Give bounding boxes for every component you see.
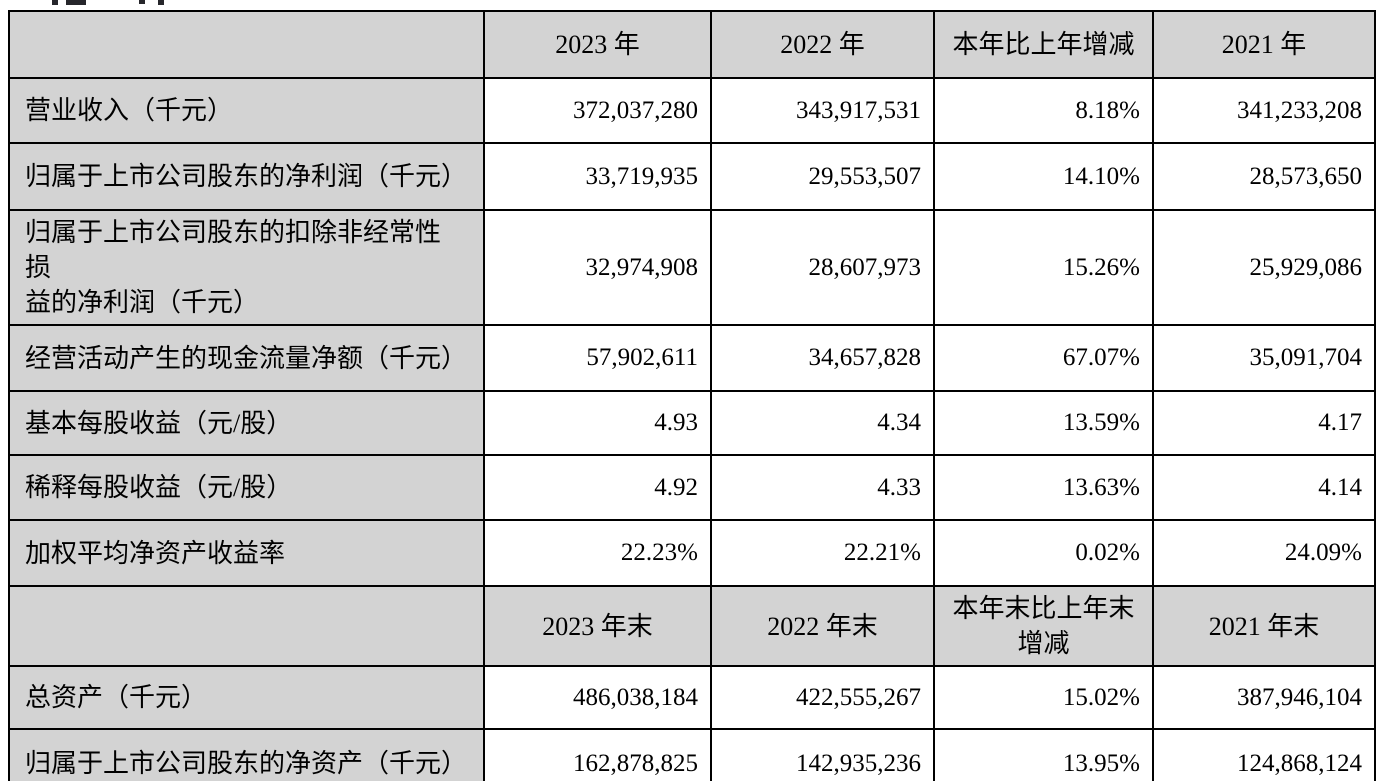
cell-change: 13.95% xyxy=(933,728,1154,781)
cell-2023: 32,974,908 xyxy=(483,208,712,327)
clipped-text-remnant xyxy=(0,0,1391,7)
cell-change: 13.63% xyxy=(933,454,1154,522)
cell-change: 13.59% xyxy=(933,390,1154,457)
cell-change: 14.10% xyxy=(933,142,1154,211)
table-row-net-profit-excl-nonrecurring: 归属于上市公司股东的扣除非经常性损 益的净利润（千元） 32,974,908 2… xyxy=(8,208,1376,327)
cell-2022: 142,935,236 xyxy=(710,728,935,781)
eoy-header-change: 本年末比上年末 增减 xyxy=(933,585,1154,668)
cell-2021: 124,868,124 xyxy=(1152,728,1376,781)
cell-change: 8.18% xyxy=(933,77,1154,144)
cell-2021: 387,946,104 xyxy=(1152,665,1376,731)
cell-2023: 162,878,825 xyxy=(483,728,712,781)
table-row-net-assets: 归属于上市公司股东的净资产（千元） 162,878,825 142,935,23… xyxy=(8,728,1376,781)
cell-2021: 24.09% xyxy=(1152,519,1376,588)
cell-2022: 343,917,531 xyxy=(710,77,935,144)
row-label: 加权平均净资产收益率 xyxy=(8,519,485,588)
cell-change: 15.02% xyxy=(933,665,1154,731)
row-label: 总资产（千元） xyxy=(8,665,485,731)
annual-header-row: 2023 年 2022 年 本年比上年增减 2021 年 xyxy=(8,10,1376,79)
eoy-header-row: 2023 年末 2022 年末 本年末比上年末 增减 2021 年末 xyxy=(8,585,1376,668)
annual-header-2023: 2023 年 xyxy=(483,10,712,79)
cell-2021: 35,091,704 xyxy=(1152,324,1376,393)
row-label: 经营活动产生的现金流量净额（千元） xyxy=(8,324,485,393)
table-row-net-profit: 归属于上市公司股东的净利润（千元） 33,719,935 29,553,507 … xyxy=(8,142,1376,211)
cell-2023: 486,038,184 xyxy=(483,665,712,731)
eoy-header-2021: 2021 年末 xyxy=(1152,585,1376,668)
cell-2023: 57,902,611 xyxy=(483,324,712,393)
table-row-operating-cash-flow: 经营活动产生的现金流量净额（千元） 57,902,611 34,657,828 … xyxy=(8,324,1376,393)
cell-2022: 28,607,973 xyxy=(710,208,935,327)
table-row-basic-eps: 基本每股收益（元/股） 4.93 4.34 13.59% 4.17 xyxy=(8,390,1376,457)
cell-2021: 341,233,208 xyxy=(1152,77,1376,144)
cell-2023: 33,719,935 xyxy=(483,142,712,211)
annual-header-2022: 2022 年 xyxy=(710,10,935,79)
cell-2021: 25,929,086 xyxy=(1152,208,1376,327)
cell-2022: 4.33 xyxy=(710,454,935,522)
row-label: 归属于上市公司股东的净资产（千元） xyxy=(8,728,485,781)
cell-2021: 4.14 xyxy=(1152,454,1376,522)
cell-2023: 372,037,280 xyxy=(483,77,712,144)
row-label: 营业收入（千元） xyxy=(8,77,485,144)
key-financials-table: 2023 年 2022 年 本年比上年增减 2021 年 营业收入（千元） 37… xyxy=(8,10,1376,781)
row-label: 基本每股收益（元/股） xyxy=(8,390,485,457)
cell-2023: 4.93 xyxy=(483,390,712,457)
cell-2021: 28,573,650 xyxy=(1152,142,1376,211)
eoy-header-2022: 2022 年末 xyxy=(710,585,935,668)
table-row-diluted-eps: 稀释每股收益（元/股） 4.92 4.33 13.63% 4.14 xyxy=(8,454,1376,522)
eoy-header-2023: 2023 年末 xyxy=(483,585,712,668)
cell-2023: 4.92 xyxy=(483,454,712,522)
cell-2022: 4.34 xyxy=(710,390,935,457)
table-row-weighted-avg-roe: 加权平均净资产收益率 22.23% 22.21% 0.02% 24.09% xyxy=(8,519,1376,588)
table-row-total-assets: 总资产（千元） 486,038,184 422,555,267 15.02% 3… xyxy=(8,665,1376,731)
cell-change: 0.02% xyxy=(933,519,1154,588)
cell-2021: 4.17 xyxy=(1152,390,1376,457)
cell-change: 15.26% xyxy=(933,208,1154,327)
cell-2022: 22.21% xyxy=(710,519,935,588)
cell-2022: 34,657,828 xyxy=(710,324,935,393)
annual-header-2021: 2021 年 xyxy=(1152,10,1376,79)
table-row-revenue: 营业收入（千元） 372,037,280 343,917,531 8.18% 3… xyxy=(8,77,1376,144)
row-label: 归属于上市公司股东的扣除非经常性损 益的净利润（千元） xyxy=(8,208,485,327)
row-label: 稀释每股收益（元/股） xyxy=(8,454,485,522)
annual-header-change: 本年比上年增减 xyxy=(933,10,1154,79)
eoy-header-corner xyxy=(8,585,485,668)
cell-2023: 22.23% xyxy=(483,519,712,588)
cell-change: 67.07% xyxy=(933,324,1154,393)
row-label: 归属于上市公司股东的净利润（千元） xyxy=(8,142,485,211)
cell-2022: 422,555,267 xyxy=(710,665,935,731)
annual-header-corner xyxy=(8,10,485,79)
cell-2022: 29,553,507 xyxy=(710,142,935,211)
